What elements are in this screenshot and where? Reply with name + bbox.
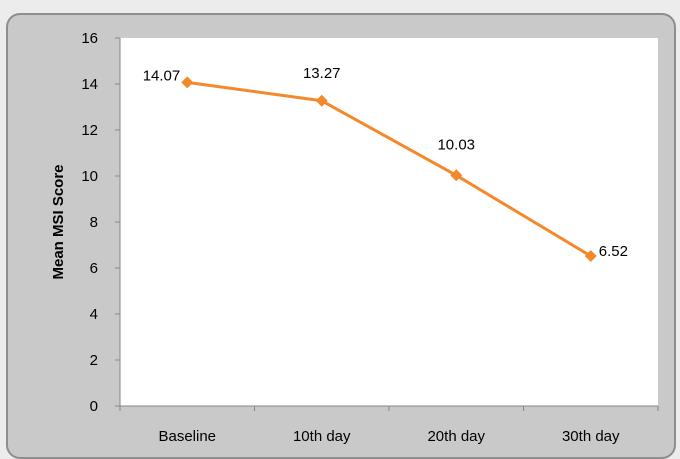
data-labels: 14.07 13.27 10.03 6.52 [143, 65, 628, 260]
data-label: 13.27 [303, 65, 341, 82]
data-point-marker [584, 250, 597, 263]
data-point-marker [450, 169, 463, 182]
y-tick-label: 14 [81, 76, 98, 93]
data-label: 10.03 [437, 136, 475, 153]
y-tick-label: 12 [81, 122, 98, 139]
y-tick-label: 16 [81, 30, 98, 47]
series-line [187, 80, 592, 258]
y-tick-label: 2 [90, 352, 98, 369]
data-point-marker [315, 94, 328, 107]
x-tick-label: 20th day [427, 428, 485, 445]
data-label: 14.07 [143, 67, 181, 84]
axes [115, 37, 659, 411]
x-tick-label: Baseline [158, 428, 216, 445]
plot-area [120, 38, 658, 406]
y-tick-label: 4 [90, 306, 98, 323]
y-tick-label: 0 [90, 398, 98, 415]
x-tick-label: 10th day [293, 428, 351, 445]
y-axis-title: Mean MSI Score [50, 164, 67, 279]
data-point-marker [181, 76, 194, 89]
data-label: 6.52 [599, 243, 628, 260]
series-layer [181, 76, 597, 263]
y-tick-label: 10 [81, 168, 98, 185]
x-tick-label: 30th day [562, 428, 620, 445]
y-tick-label: 6 [90, 260, 98, 277]
y-tick-label: 8 [90, 214, 98, 231]
x-tick-labels: Baseline 10th day 20th day 30th day [158, 428, 620, 445]
y-tick-labels: 0 2 4 6 8 10 12 14 16 [81, 30, 98, 415]
